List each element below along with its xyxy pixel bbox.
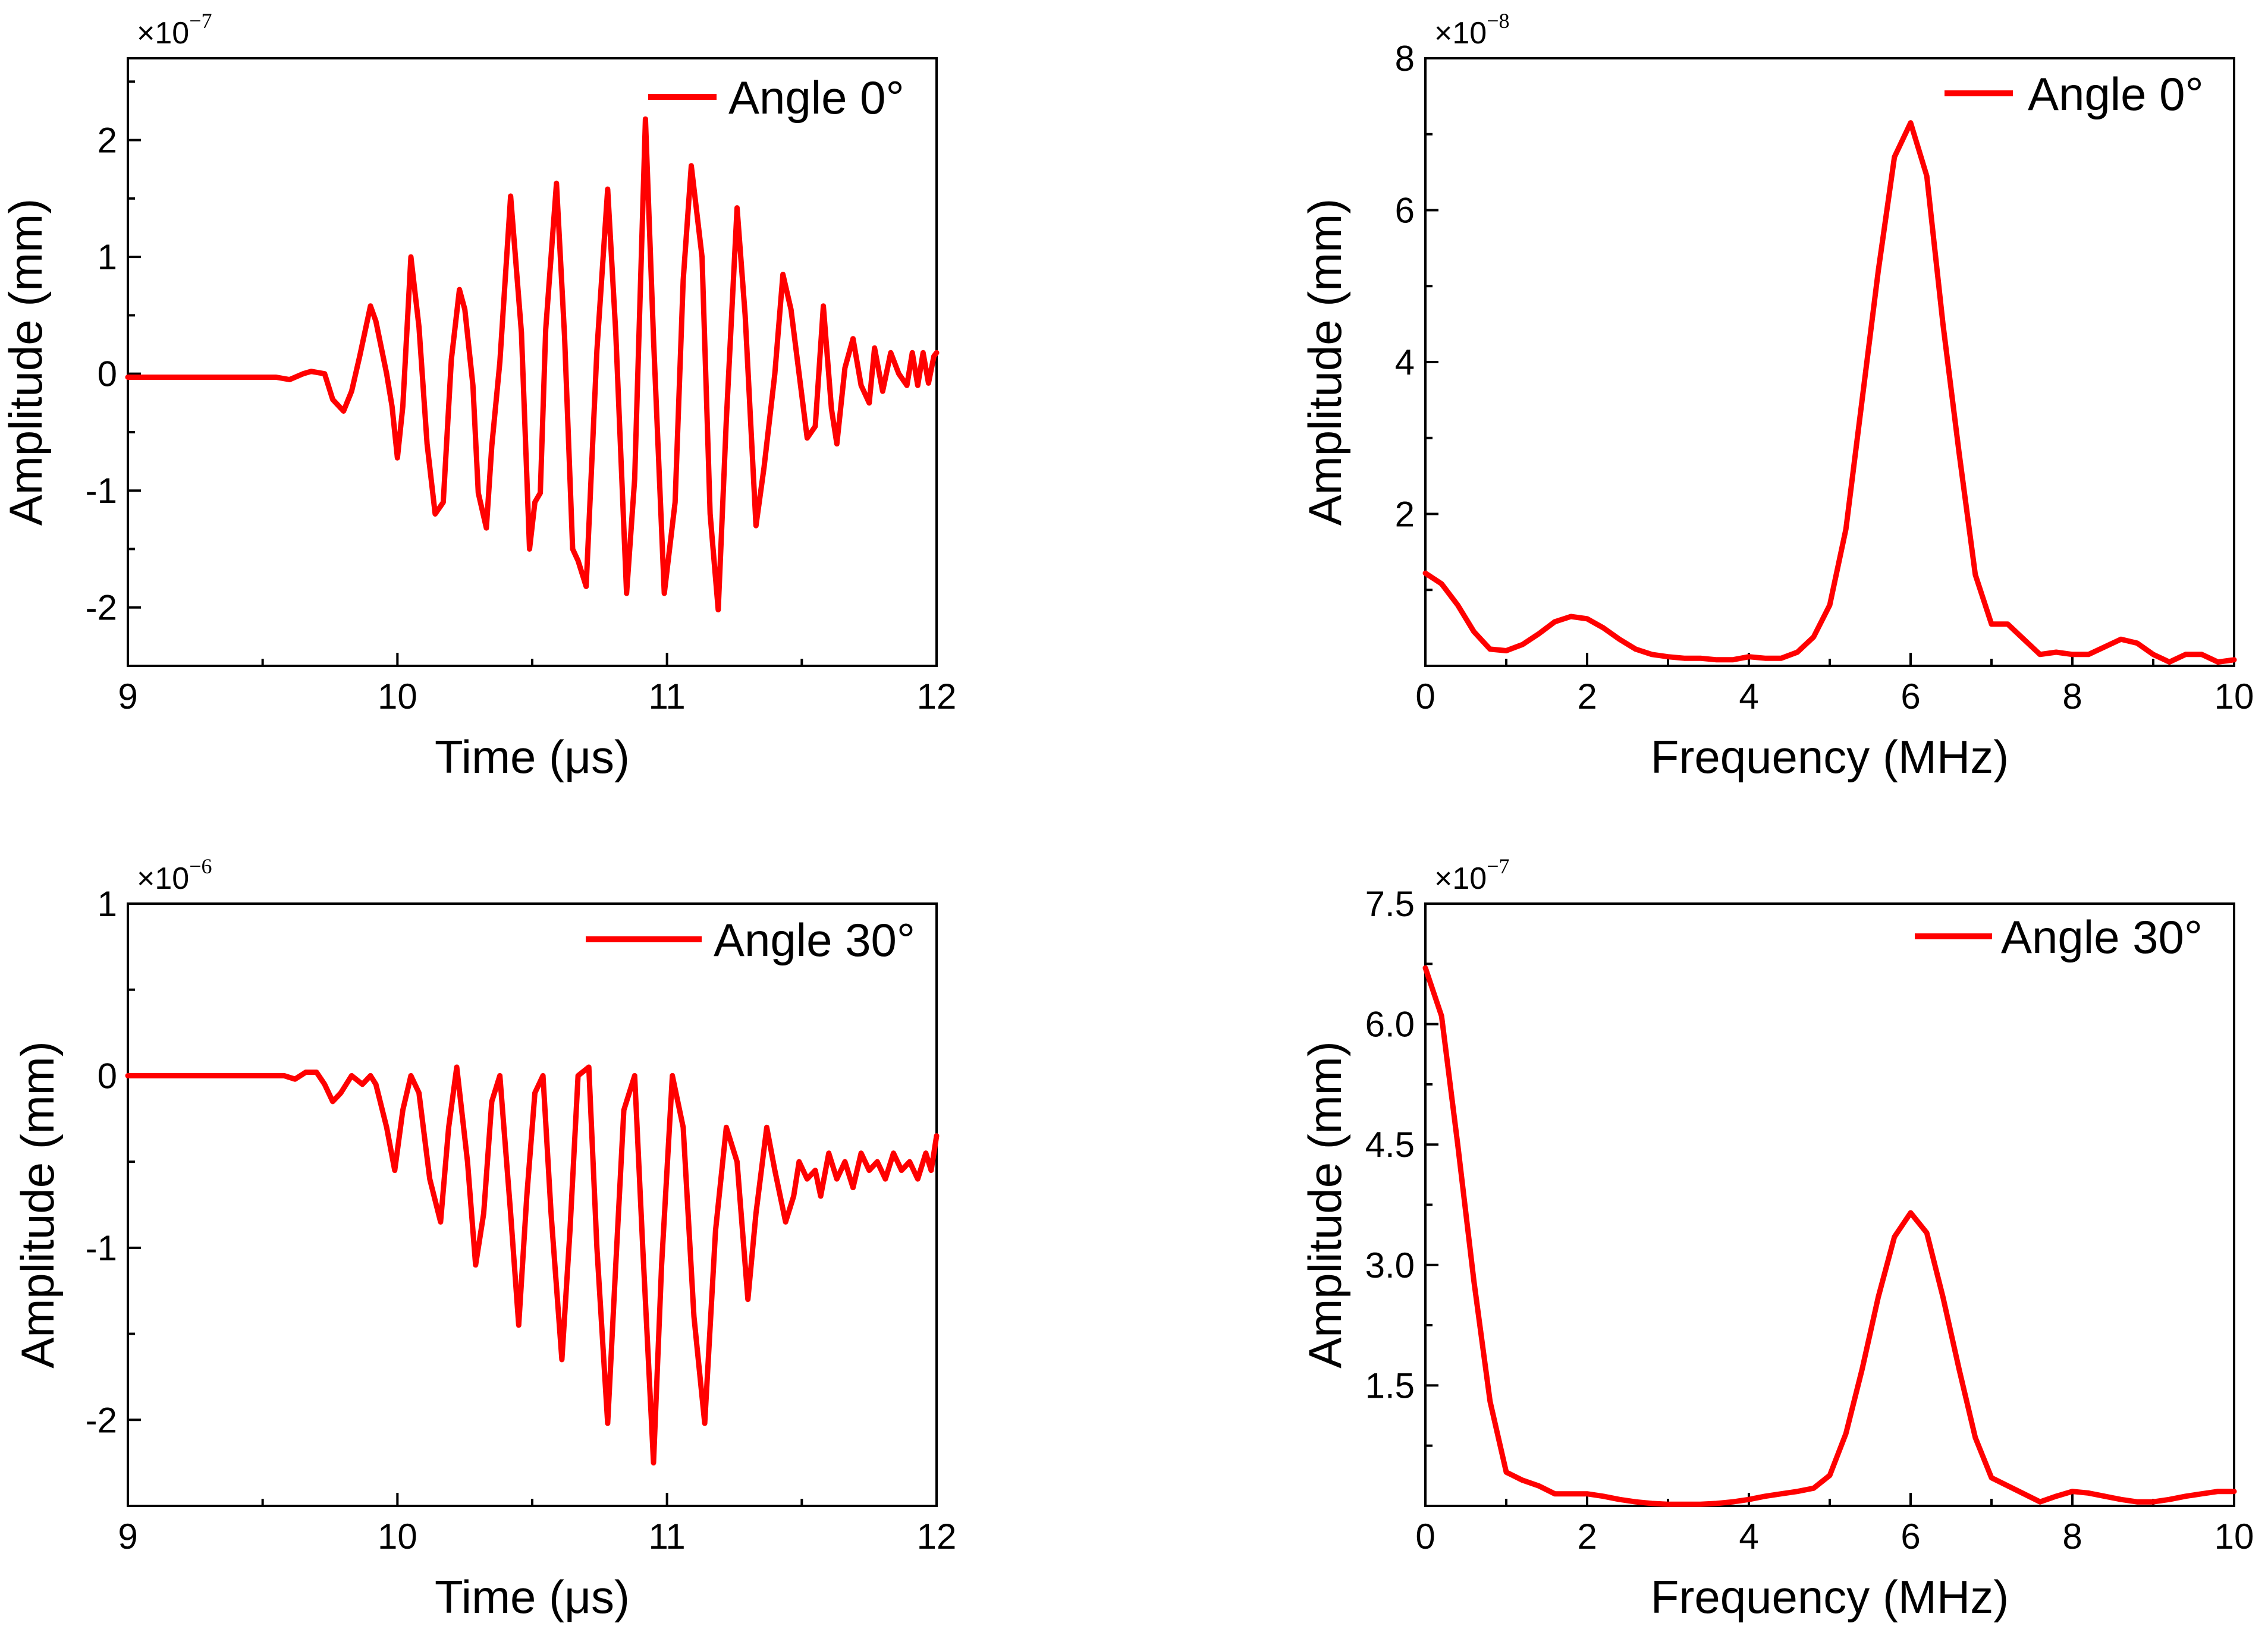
y-axis-title: Amplitude (mm) [11, 1041, 64, 1368]
series-line [1422, 120, 2237, 665]
x-tick-label: 10 [378, 677, 417, 716]
y-tick-label: 1 [98, 884, 117, 924]
axis-multiplier: ×10−6 [137, 854, 212, 896]
legend-label: Angle 30° [2001, 911, 2203, 963]
y-axis-title: Amplitude (mm) [1299, 1041, 1351, 1368]
x-tick-label: 8 [2062, 1517, 2082, 1556]
series-line [125, 116, 940, 613]
y-tick-label: -1 [86, 471, 117, 511]
plot-frame [1424, 57, 2235, 667]
x-tick-label: 9 [118, 677, 137, 716]
series-line [1422, 965, 2237, 1507]
y-tick-label: 0 [98, 1056, 117, 1096]
x-tick-label: 11 [649, 677, 686, 716]
y-tick-label: -1 [86, 1228, 117, 1268]
y-tick-label: 0 [98, 354, 117, 394]
x-tick-label: 2 [1577, 1517, 1597, 1556]
y-tick-label: 1 [98, 237, 117, 277]
x-tick-label: 11 [649, 1517, 686, 1556]
legend-label: Angle 0° [2028, 68, 2204, 120]
y-tick-label: 4.5 [1365, 1125, 1415, 1165]
chart-panel-top-right: 0 2 4 6 8 10 2 4 6 8 Frequency (MHz) Amplitude (mm)… [1299, 9, 2254, 783]
x-tick-label: 12 [917, 677, 957, 716]
y-tick-label: 8 [1395, 39, 1415, 78]
x-tick-label: 10 [2214, 677, 2254, 716]
y-tick-label: 4 [1395, 342, 1415, 382]
x-tick-label: 6 [1901, 1517, 1920, 1556]
x-axis-title: Time (μs) [435, 731, 630, 783]
y-tick-label: 6.0 [1365, 1005, 1415, 1045]
axis-multiplier: ×10−7 [1434, 854, 1510, 896]
plot-frame [127, 57, 938, 667]
y-tick-label: 1.5 [1365, 1366, 1415, 1405]
x-tick-label: 0 [1415, 1517, 1435, 1556]
y-tick-label: 6 [1395, 191, 1415, 231]
chart-panel-bottom-left: 9 10 11 12 -2 -1 0 1 Time (μs) Amplitude (mm) ×10−… [11, 854, 956, 1623]
y-axis-title: Amplitude (mm) [0, 199, 52, 526]
x-tick-label: 9 [118, 1517, 137, 1556]
x-tick-label: 4 [1739, 677, 1758, 716]
plot-frame [127, 902, 938, 1507]
y-tick-label: 7.5 [1365, 884, 1415, 924]
y-tick-label: 2 [98, 121, 117, 161]
series-line [125, 1064, 940, 1466]
legend-label: Angle 0° [728, 71, 904, 124]
x-axis-title: Time (μs) [435, 1571, 630, 1623]
x-tick-label: 4 [1739, 1517, 1758, 1556]
x-tick-label: 10 [2214, 1517, 2254, 1556]
y-tick-label: 3.0 [1365, 1245, 1415, 1285]
y-tick-label: -2 [86, 1400, 117, 1440]
x-tick-label: 8 [2062, 677, 2082, 716]
axis-multiplier: ×10−7 [137, 9, 212, 51]
y-tick-label: -2 [86, 588, 117, 628]
axis-multiplier: ×10−8 [1434, 9, 1510, 51]
legend-label: Angle 30° [714, 914, 915, 966]
y-tick-label: 2 [1395, 495, 1415, 534]
x-axis-title: Frequency (MHz) [1651, 731, 2009, 783]
plot-frame [1424, 902, 2235, 1507]
chart-panel-bottom-right: 0 2 4 6 8 10 1.5 3.0 4.5 6.0 7.5 Frequency (MHz) Amp… [1299, 854, 2254, 1623]
x-tick-label: 2 [1577, 677, 1597, 716]
x-tick-label: 6 [1901, 677, 1920, 716]
y-axis-title: Amplitude (mm) [1299, 199, 1351, 526]
x-tick-label: 12 [917, 1517, 957, 1556]
x-tick-label: 0 [1415, 677, 1435, 716]
x-axis-title: Frequency (MHz) [1651, 1571, 2009, 1623]
x-tick-label: 10 [378, 1517, 417, 1556]
